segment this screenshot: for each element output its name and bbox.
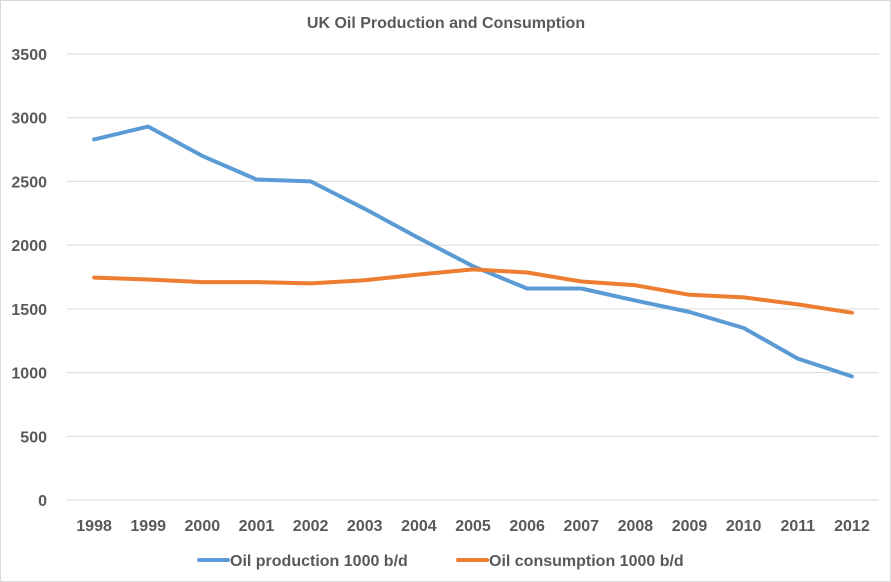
y-tick-label: 2000 xyxy=(11,238,47,255)
y-tick-label: 2500 xyxy=(11,174,47,191)
y-tick-label: 1000 xyxy=(11,366,47,383)
data-point xyxy=(688,293,692,297)
chart-title: UK Oil Production and Consumption xyxy=(307,15,585,32)
y-tick-label: 0 xyxy=(38,493,47,510)
data-point xyxy=(742,326,746,330)
data-point xyxy=(850,374,854,378)
data-point xyxy=(525,271,529,275)
data-point xyxy=(525,286,529,290)
data-point xyxy=(633,283,637,287)
x-tick-label: 1998 xyxy=(76,518,112,535)
data-point xyxy=(688,310,692,314)
x-tick-label: 2005 xyxy=(455,518,491,535)
data-point xyxy=(92,276,96,280)
data-point xyxy=(254,280,258,284)
data-point xyxy=(254,178,258,182)
x-tick-label: 2011 xyxy=(780,518,815,535)
y-tick-label: 500 xyxy=(20,429,47,446)
x-tick-label: 2007 xyxy=(563,518,599,535)
data-point xyxy=(417,236,421,240)
data-point xyxy=(417,272,421,276)
x-tick-label: 2002 xyxy=(293,518,329,535)
legend-item: Oil production 1000 b/d xyxy=(197,553,408,570)
y-tick-label: 3000 xyxy=(11,111,47,128)
data-point xyxy=(742,295,746,299)
x-tick-label: 2006 xyxy=(509,518,545,535)
y-tick-label: 1500 xyxy=(11,302,47,319)
data-point xyxy=(579,286,583,290)
data-point xyxy=(471,267,475,271)
gridlines xyxy=(67,53,879,501)
legend-item: Oil consumption 1000 b/d xyxy=(456,553,684,570)
legend-label: Oil production 1000 b/d xyxy=(230,553,408,570)
data-point xyxy=(633,299,637,303)
x-tick-label: 1999 xyxy=(130,518,166,535)
y-axis-ticks: 0 500 1000 1500 2000 2500 3000 3500 xyxy=(11,47,47,510)
y-tick-label: 3500 xyxy=(11,47,47,64)
x-tick-label: 2009 xyxy=(672,518,708,535)
data-point xyxy=(796,357,800,361)
data-point xyxy=(92,137,96,141)
data-point xyxy=(146,278,150,282)
data-point xyxy=(146,125,150,129)
x-axis-ticks: 1998 1999 2000 2001 2002 2003 2004 2005 2006 2007… xyxy=(76,518,870,535)
data-point xyxy=(200,280,204,284)
series-lines xyxy=(92,124,854,379)
x-tick-label: 2010 xyxy=(726,518,762,535)
data-point xyxy=(796,302,800,306)
x-tick-label: 2001 xyxy=(239,518,275,535)
x-tick-label: 2003 xyxy=(347,518,383,535)
legend-label: Oil consumption 1000 b/d xyxy=(489,553,684,570)
series-line-1 xyxy=(92,267,854,315)
data-point xyxy=(850,311,854,315)
x-tick-label: 2008 xyxy=(618,518,654,535)
data-point xyxy=(309,179,313,183)
x-tick-label: 2004 xyxy=(401,518,437,535)
x-tick-label: 2012 xyxy=(834,518,870,535)
data-point xyxy=(363,207,367,211)
legend: Oil production 1000 b/d Oil consumption 1… xyxy=(197,553,684,570)
series-line-0 xyxy=(92,124,854,379)
data-point xyxy=(309,281,313,285)
data-point xyxy=(579,279,583,283)
data-point xyxy=(363,278,367,282)
data-point xyxy=(200,154,204,158)
x-tick-label: 2000 xyxy=(185,518,221,535)
